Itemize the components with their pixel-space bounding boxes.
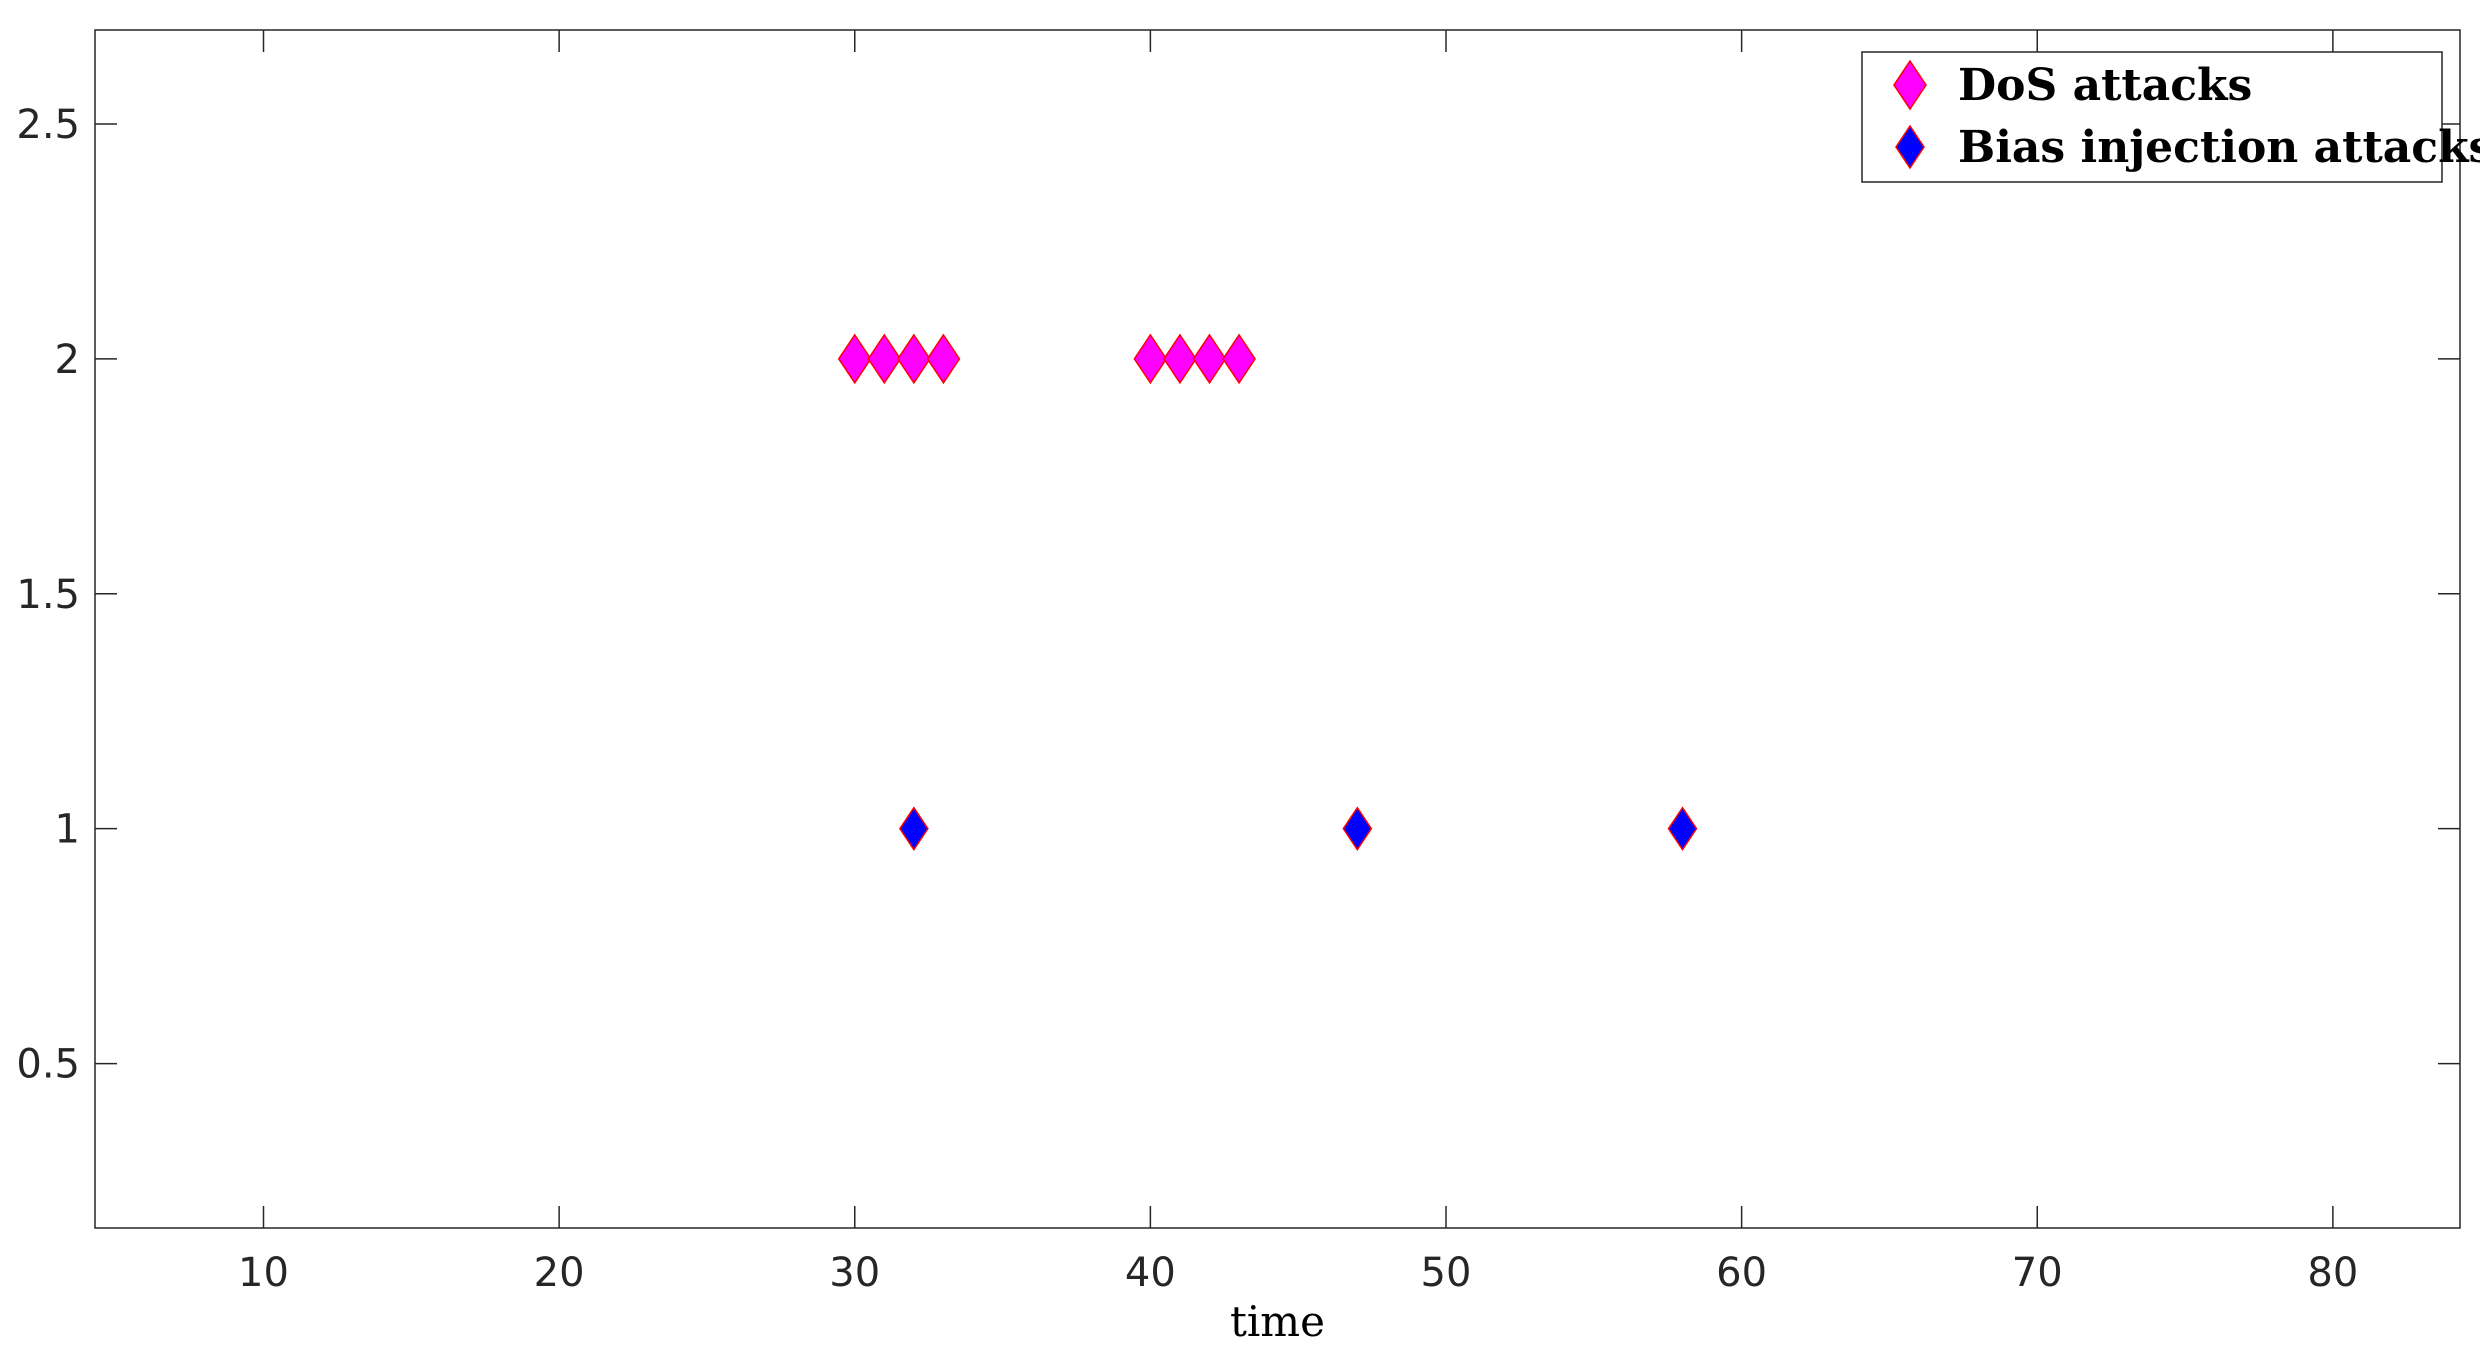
dos-attack-marker <box>1163 333 1197 385</box>
data-points <box>837 333 1698 852</box>
y-tick-label: 0.5 <box>16 1042 80 1088</box>
x-axis-label: time <box>1230 1297 1325 1346</box>
dos-attack-marker <box>1222 333 1256 385</box>
y-tick-label: 2 <box>55 337 80 383</box>
dos-attack-marker <box>1192 333 1227 385</box>
dos-attack-marker <box>837 333 872 385</box>
x-axis-ticks: 10 20 30 40 50 60 70 80 <box>238 30 2358 1296</box>
bias-injection-marker <box>1342 806 1373 852</box>
legend-marker-dos <box>1893 59 1927 111</box>
legend: DoS attacks Bias injection attacks <box>1861 51 2480 183</box>
y-tick-label: 2.5 <box>16 102 80 148</box>
plot-area <box>94 29 2461 1229</box>
x-tick-label: 40 <box>1125 1250 1176 1296</box>
y-axis-ticks: 0.5 1 1.5 2 2.5 <box>16 102 2460 1088</box>
x-tick-label: 10 <box>238 1250 289 1296</box>
x-tick-label: 30 <box>829 1250 880 1296</box>
x-tick-label: 80 <box>2307 1250 2358 1296</box>
legend-marker-bias <box>1895 124 1925 170</box>
legend-box <box>1861 51 2443 183</box>
y-tick-label: 1.5 <box>16 572 80 618</box>
bias-injection-marker <box>1667 806 1698 852</box>
x-tick-label: 60 <box>1716 1250 1767 1296</box>
x-tick-label: 20 <box>534 1250 585 1296</box>
dos-attack-marker <box>1133 333 1168 385</box>
dos-attack-marker <box>867 333 902 385</box>
x-tick-label: 50 <box>1421 1250 1472 1296</box>
dos-attack-marker <box>926 333 961 385</box>
legend-label-bias: Bias injection attacks <box>1958 122 2480 173</box>
legend-label-dos: DoS attacks <box>1958 60 2252 111</box>
bias-injection-marker <box>898 806 929 852</box>
y-tick-label: 1 <box>55 807 80 853</box>
dos-attack-marker <box>896 333 931 385</box>
x-tick-label: 70 <box>2012 1250 2063 1296</box>
